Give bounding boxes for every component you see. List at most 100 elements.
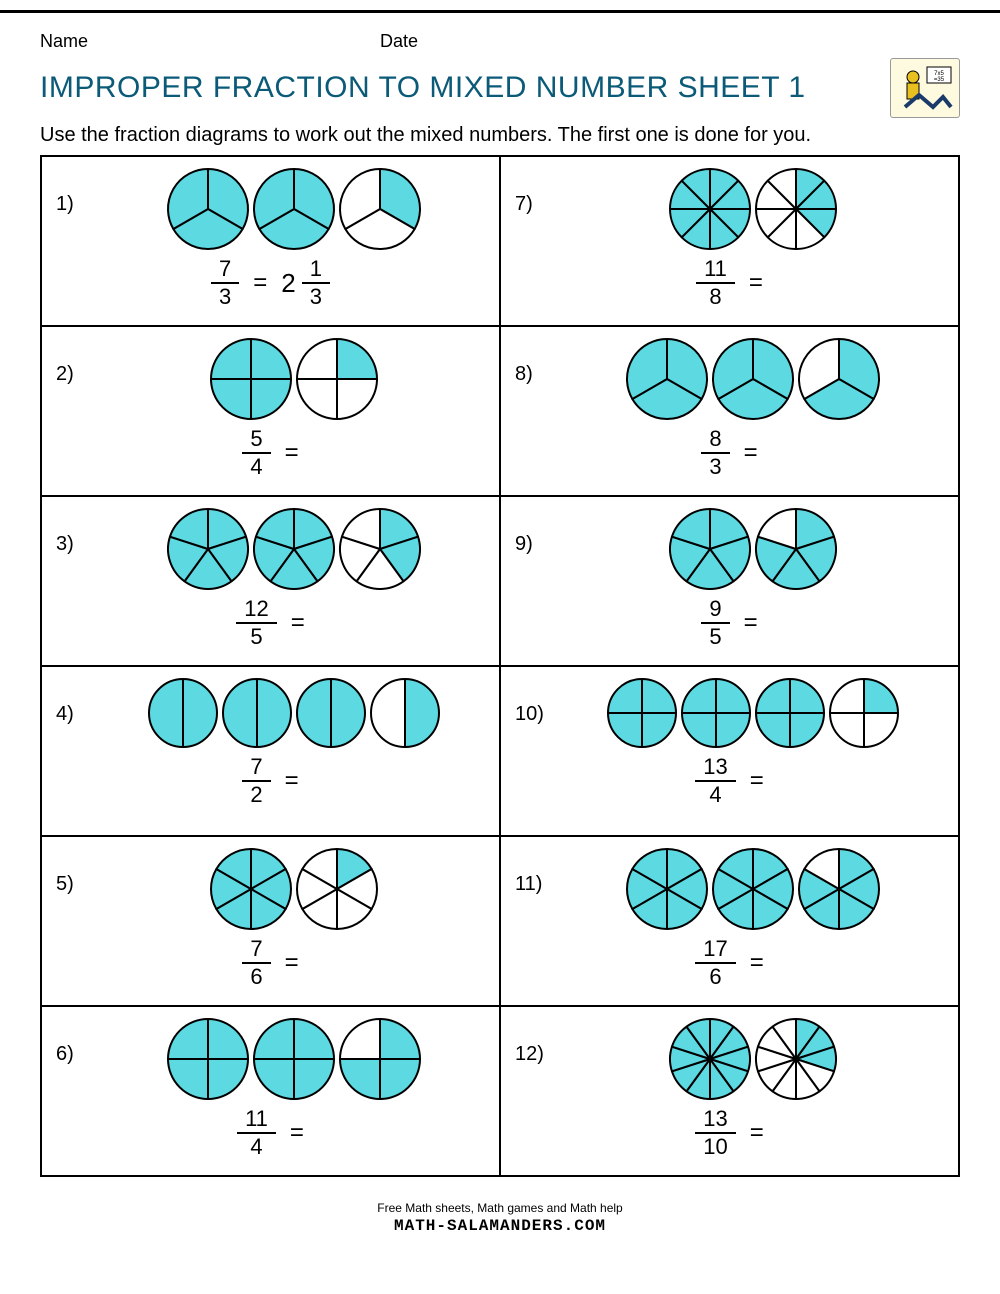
fraction-circle <box>221 677 293 749</box>
fraction-diagram <box>102 337 485 421</box>
question-number: 10) <box>515 677 553 726</box>
fraction-circle <box>147 677 219 749</box>
fraction-circle <box>711 847 795 931</box>
question-number: 1) <box>56 167 94 216</box>
equation-row: 54= <box>56 427 485 479</box>
equation-row: 125= <box>56 597 485 649</box>
equals-sign: = <box>750 949 764 977</box>
improper-fraction: 83 <box>701 427 729 479</box>
fraction-circle <box>797 337 881 421</box>
denominator: 6 <box>242 964 270 989</box>
fraction-diagram <box>561 337 944 421</box>
improper-fraction: 72 <box>242 755 270 807</box>
numerator: 9 <box>701 597 729 624</box>
denominator: 4 <box>701 782 729 807</box>
brand-logo: 7x5 =35 <box>890 58 960 118</box>
fraction-circle <box>166 1017 250 1101</box>
denominator: 10 <box>695 1134 735 1159</box>
fraction-part: 13 <box>302 257 330 309</box>
problem-cell: 8) 83 = <box>500 326 959 496</box>
improper-fraction: 114 <box>237 1107 276 1159</box>
fraction-circle <box>828 677 900 749</box>
improper-fraction: 125 <box>236 597 276 649</box>
footer-tagline: Free Math sheets, Math games and Math he… <box>0 1201 1000 1215</box>
denominator: 8 <box>701 284 729 309</box>
fraction-diagram <box>102 847 485 931</box>
fraction-circle <box>754 167 838 251</box>
fraction-diagram <box>561 677 944 749</box>
fraction-circle <box>166 167 250 251</box>
numerator: 5 <box>242 427 270 454</box>
improper-fraction: 73 <box>211 257 239 309</box>
equation-row: 118 = <box>515 257 944 309</box>
equation-row: 95 = <box>515 597 944 649</box>
question-number: 4) <box>56 677 94 726</box>
fraction-circle <box>338 507 422 591</box>
denominator: 4 <box>242 1134 270 1159</box>
problem-cell: 4) 72= <box>41 666 500 836</box>
fraction-diagram <box>561 507 944 591</box>
denominator: 6 <box>701 964 729 989</box>
instructions-text: Use the fraction diagrams to work out th… <box>0 122 1000 155</box>
numerator: 13 <box>695 755 735 782</box>
problem-cell: 3)125= <box>41 496 500 666</box>
numerator: 13 <box>695 1107 735 1134</box>
fraction-circle <box>680 677 752 749</box>
worksheet-grid: 1)73=2137)118=2)54=8)83=3)125=9)95=4)72=… <box>40 155 960 1177</box>
equation-row: 73 = 213 <box>56 257 485 309</box>
numerator: 8 <box>701 427 729 454</box>
numerator: 11 <box>696 257 735 284</box>
numerator: 12 <box>236 597 276 624</box>
numerator: 7 <box>211 257 239 284</box>
header-row: Name Date <box>0 13 1000 58</box>
title-row: IMPROPER FRACTION TO MIXED NUMBER SHEET … <box>0 58 1000 122</box>
fraction-circle <box>711 337 795 421</box>
improper-fraction: 54 <box>242 427 270 479</box>
equals-sign: = <box>744 609 758 637</box>
question-number: 8) <box>515 337 553 386</box>
svg-text:=35: =35 <box>934 77 945 83</box>
fraction-diagram <box>102 1017 485 1101</box>
fraction-diagram <box>102 677 485 749</box>
fraction-diagram <box>102 167 485 251</box>
question-number: 11) <box>515 847 553 896</box>
fraction-circle <box>295 847 379 931</box>
fraction-circle <box>369 677 441 749</box>
problem-cell: 11) 176 = <box>500 836 959 1006</box>
equals-sign: = <box>749 269 763 297</box>
denominator: 3 <box>701 454 729 479</box>
problem-cell: 6)114= <box>41 1006 500 1176</box>
fraction-circle <box>668 167 752 251</box>
question-number: 5) <box>56 847 94 896</box>
question-number: 2) <box>56 337 94 386</box>
fraction-circle <box>625 847 709 931</box>
mixed-number-answer: 213 <box>281 257 330 309</box>
fraction-circle <box>295 677 367 749</box>
question-number: 12) <box>515 1017 553 1066</box>
fraction-diagram <box>561 1017 944 1101</box>
fraction-circle <box>295 337 379 421</box>
fraction-circle <box>209 337 293 421</box>
fraction-circle <box>606 677 678 749</box>
improper-fraction: 1310 <box>695 1107 735 1159</box>
fraction-circle <box>252 507 336 591</box>
equation-row: 134 = <box>515 755 944 807</box>
equals-sign: = <box>744 439 758 467</box>
equation-row: 114= <box>56 1107 485 1159</box>
equals-sign: = <box>750 767 764 795</box>
fraction-circle <box>668 1017 752 1101</box>
fraction-circle <box>252 167 336 251</box>
whole-part: 2 <box>281 268 295 299</box>
denominator: 5 <box>701 624 729 649</box>
problem-cell: 10) 134 = <box>500 666 959 836</box>
improper-fraction: 76 <box>242 937 270 989</box>
numerator: 17 <box>695 937 735 964</box>
page-title: IMPROPER FRACTION TO MIXED NUMBER SHEET … <box>40 71 806 105</box>
equals-sign: = <box>253 269 267 297</box>
improper-fraction: 118 <box>696 257 735 309</box>
date-label: Date <box>380 31 418 52</box>
equation-row: 72= <box>56 755 485 807</box>
improper-fraction: 176 <box>695 937 735 989</box>
question-number: 9) <box>515 507 553 556</box>
fraction-circle <box>754 1017 838 1101</box>
